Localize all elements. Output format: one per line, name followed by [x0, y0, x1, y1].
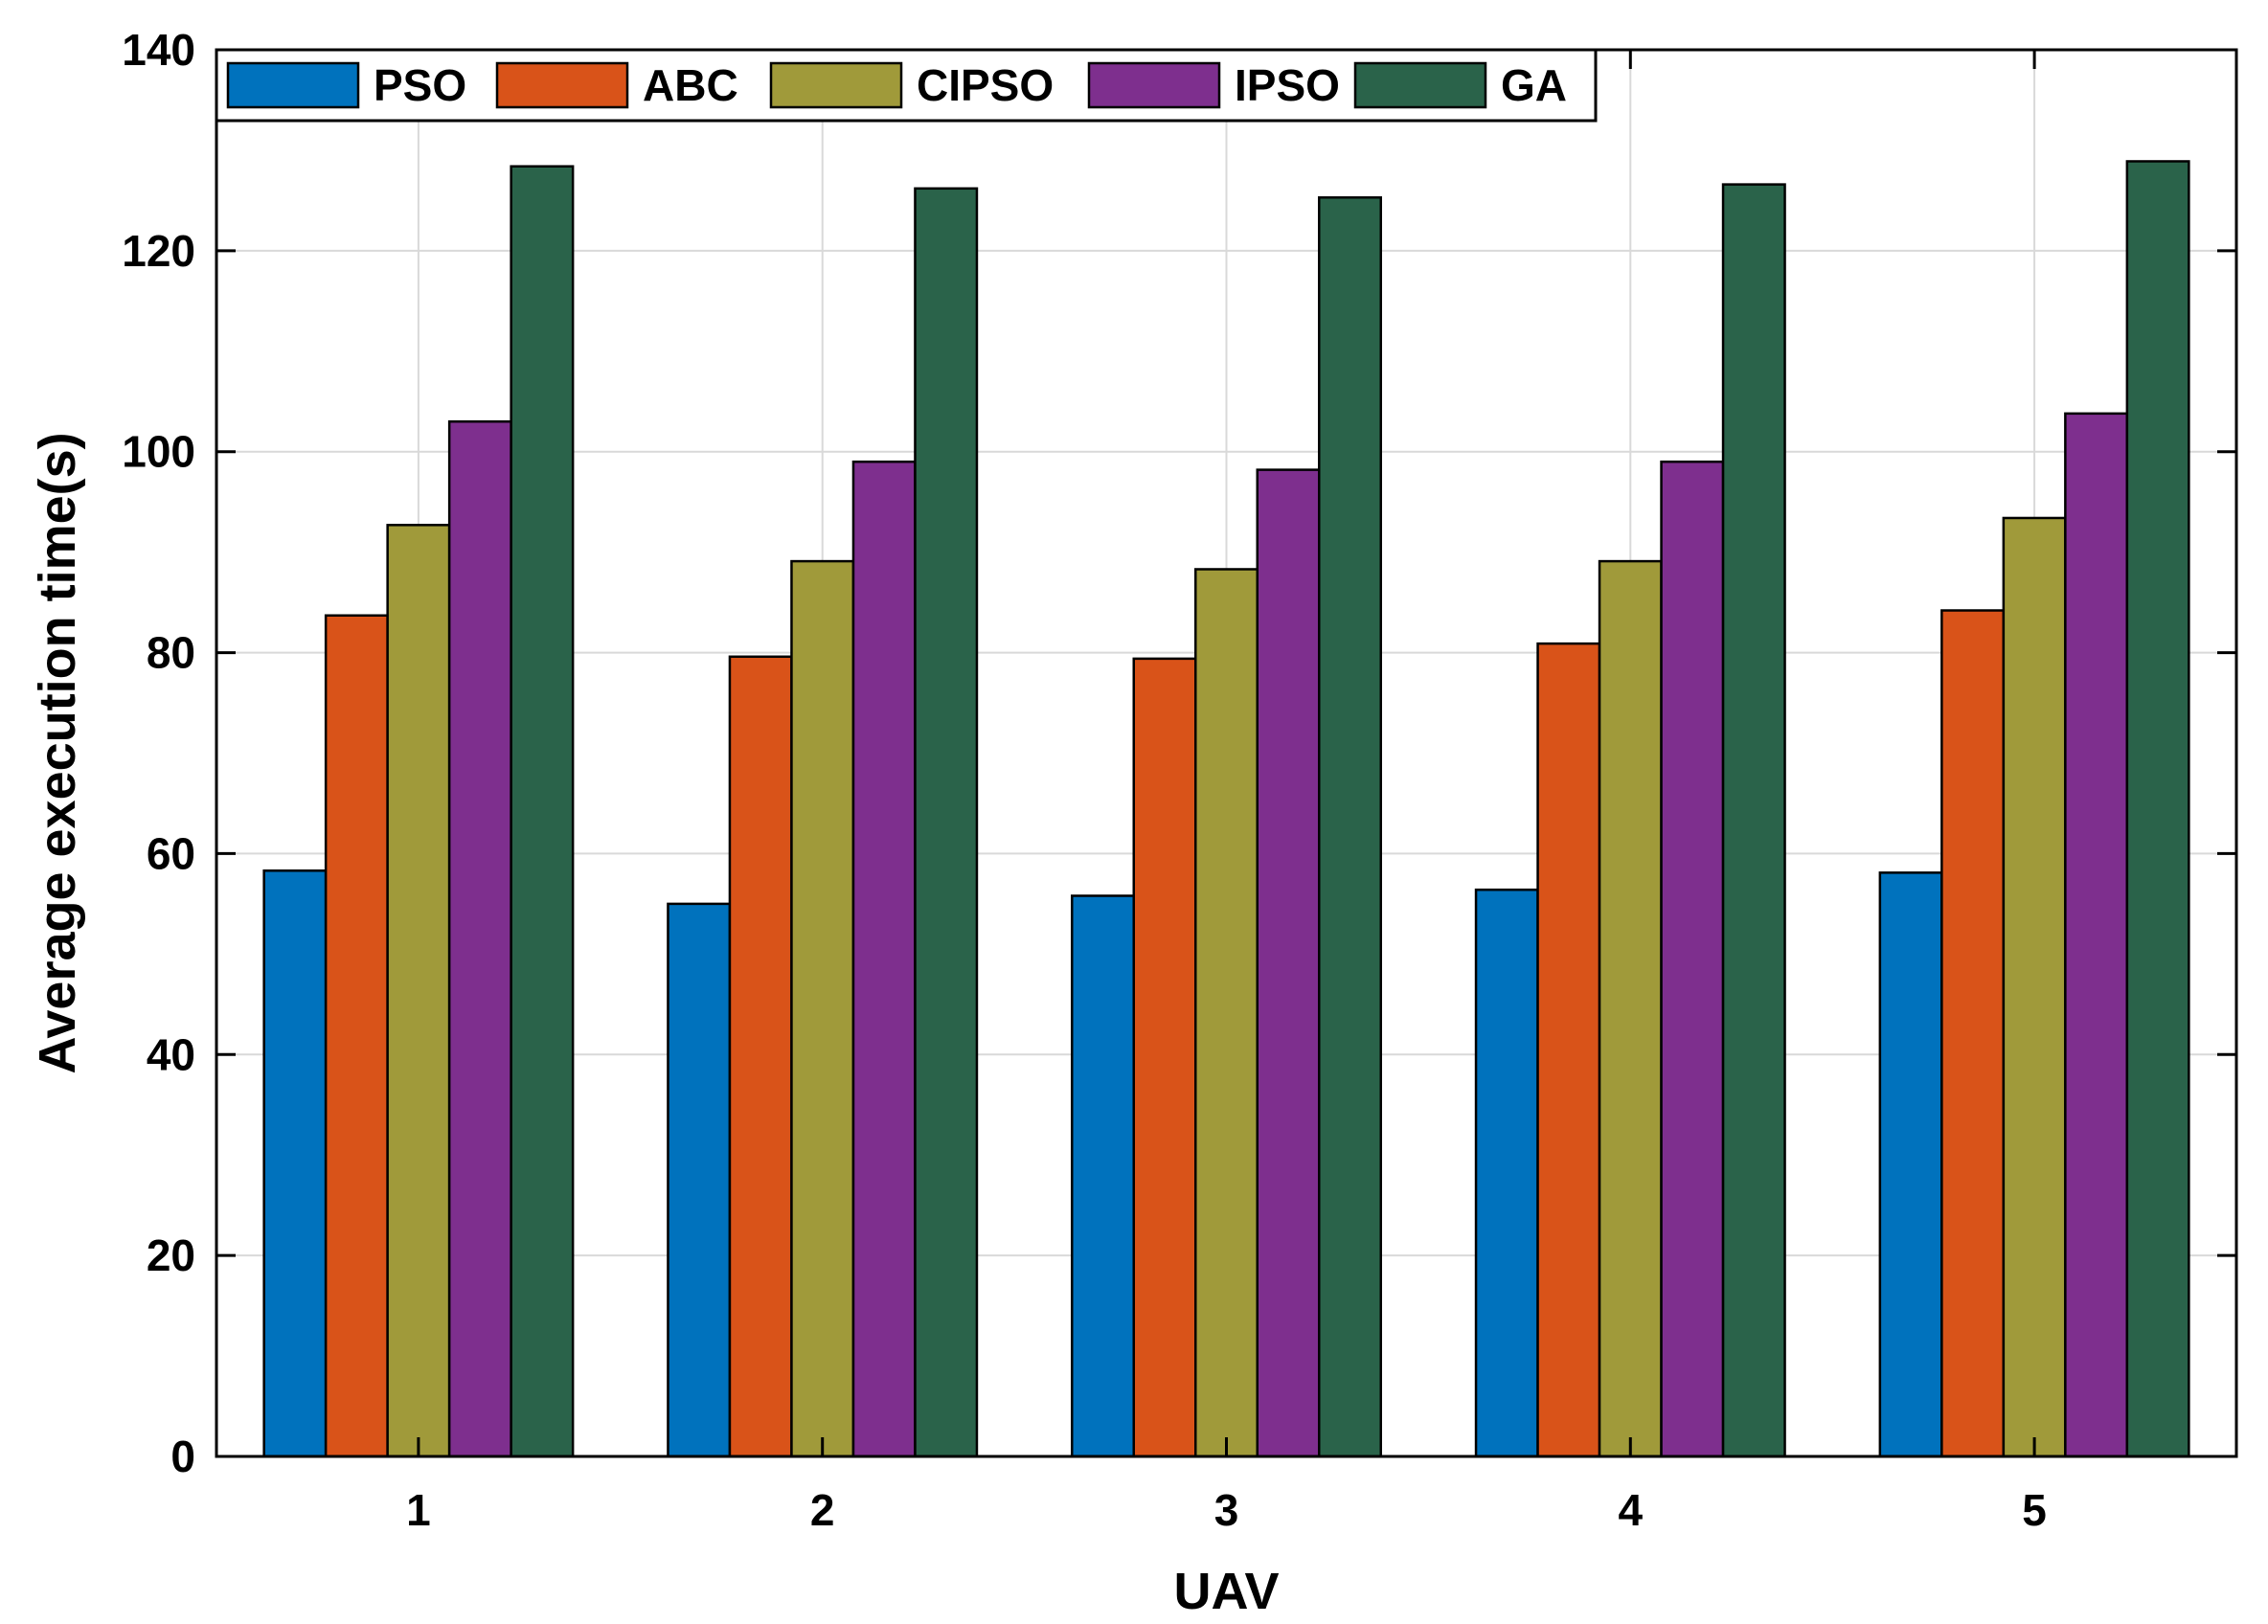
series-pso [262, 869, 1943, 1458]
x-tick-label: 4 [1619, 1485, 1644, 1535]
y-tick-labels: 0 20 40 60 80 100 120 140 [122, 25, 195, 1481]
legend-swatch [226, 61, 360, 109]
legend-swatch [1353, 61, 1487, 109]
bar-pso-5 [1878, 871, 1943, 1458]
series-cipso [386, 516, 2067, 1458]
bar-abc-4 [1536, 642, 1601, 1458]
bar-abc-5 [1940, 609, 2006, 1458]
legend-swatch [1087, 61, 1221, 109]
y-tick-label: 140 [122, 25, 195, 75]
legend-item-abc: ABC [495, 60, 738, 110]
bar-ga-1 [510, 165, 575, 1458]
bar-pso-3 [1071, 894, 1135, 1458]
x-axis-title: UAV [1173, 1563, 1279, 1620]
y-tick-label: 120 [122, 226, 195, 276]
bar-cipso-4 [1598, 559, 1663, 1458]
x-tick-labels: 1 2 3 4 5 [406, 1485, 2047, 1535]
series-abc [324, 609, 2006, 1458]
bar-pso-1 [262, 869, 328, 1458]
y-axis-title: Average execution time(s) [29, 432, 86, 1073]
legend-item-pso: PSO [226, 60, 466, 110]
bar-abc-2 [728, 655, 793, 1458]
y-tick-label: 80 [147, 628, 195, 678]
legend-label: CIPSO [917, 60, 1054, 110]
bar-abc-3 [1132, 657, 1197, 1458]
y-tick-label: 0 [170, 1432, 195, 1481]
legend: PSO ABC CIPSO IPSO GA [215, 48, 1598, 123]
bar-abc-1 [324, 614, 389, 1458]
x-tick-label: 3 [1214, 1485, 1239, 1535]
y-tick-label: 40 [147, 1029, 195, 1079]
legend-swatch [769, 61, 903, 109]
bar-ga-5 [2125, 160, 2190, 1458]
bar-ga-2 [914, 187, 979, 1458]
bar-ipso-2 [851, 460, 917, 1458]
bar-ipso-4 [1660, 460, 1725, 1458]
bar-cipso-2 [790, 559, 855, 1458]
x-tick-label: 2 [810, 1485, 835, 1535]
bar-ga-4 [1721, 183, 1786, 1458]
series-ipso [447, 412, 2129, 1458]
y-tick-label: 20 [147, 1230, 195, 1280]
legend-item-cipso: CIPSO [769, 60, 1054, 110]
legend-label: IPSO [1235, 60, 1340, 110]
bar-ipso-1 [447, 419, 512, 1458]
bar-ga-3 [1318, 195, 1382, 1458]
y-tick-label: 60 [147, 828, 195, 878]
bar-ipso-3 [1256, 468, 1321, 1458]
x-tick-label: 1 [406, 1485, 431, 1535]
legend-swatch [495, 61, 629, 109]
legend-label: PSO [374, 60, 466, 110]
y-tick-label: 100 [122, 427, 195, 477]
x-tick-label: 5 [2022, 1485, 2047, 1535]
legend-label: ABC [643, 60, 738, 110]
bar-cipso-5 [2002, 516, 2067, 1458]
bar-pso-2 [667, 902, 732, 1458]
legend-item-ga: GA [1353, 60, 1567, 110]
bar-cipso-1 [386, 524, 451, 1458]
bar-pso-4 [1474, 888, 1539, 1458]
bar-cipso-3 [1194, 568, 1259, 1458]
legend-item-ipso: IPSO [1087, 60, 1340, 110]
legend-label: GA [1501, 60, 1567, 110]
bar-ipso-5 [2064, 412, 2129, 1458]
